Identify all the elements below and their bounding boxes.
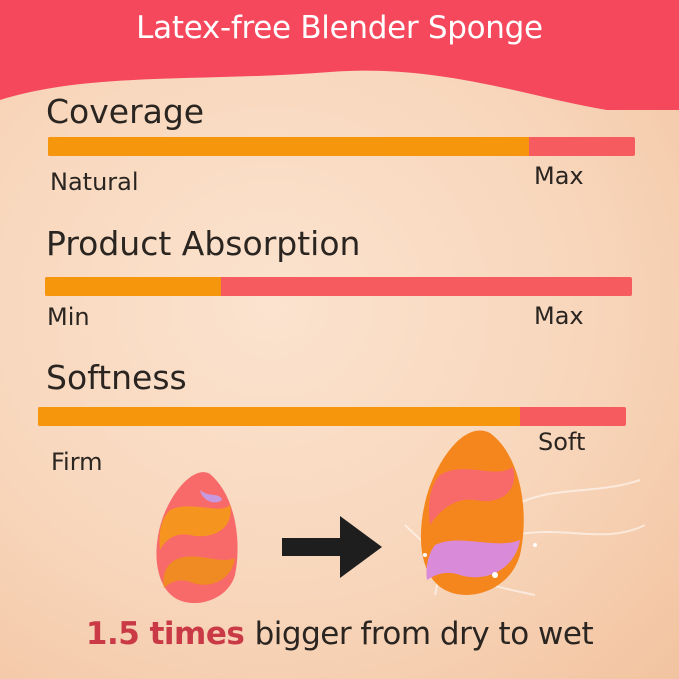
size-caption-text: bigger from dry to wet — [254, 616, 594, 652]
absorption-bar-fill — [45, 277, 222, 296]
softness-heading: Softness — [46, 358, 187, 397]
absorption-heading: Product Absorption — [46, 224, 361, 263]
size-caption: 1.5 times bigger from dry to wet — [0, 616, 679, 652]
dry-sponge-image — [156, 472, 238, 604]
softness-min-label: Firm — [51, 448, 103, 476]
absorption-max-label: Max — [534, 302, 584, 330]
absorption-bar — [45, 277, 632, 296]
coverage-max-label: Max — [534, 162, 584, 190]
coverage-heading: Coverage — [46, 92, 205, 131]
softness-bar — [38, 407, 626, 426]
size-caption-highlight: 1.5 times — [85, 616, 245, 652]
absorption-min-label: Min — [47, 303, 90, 331]
arrow-right-icon — [282, 516, 382, 578]
coverage-bar-fill — [48, 137, 530, 156]
page-title: Latex-free Blender Sponge — [136, 10, 543, 46]
wet-sponge-image — [404, 430, 646, 596]
coverage-bar — [48, 137, 635, 156]
header-wave — [0, 0, 679, 110]
softness-bar-fill — [38, 407, 521, 426]
softness-max-label: Soft — [538, 428, 586, 456]
coverage-min-label: Natural — [50, 168, 139, 196]
